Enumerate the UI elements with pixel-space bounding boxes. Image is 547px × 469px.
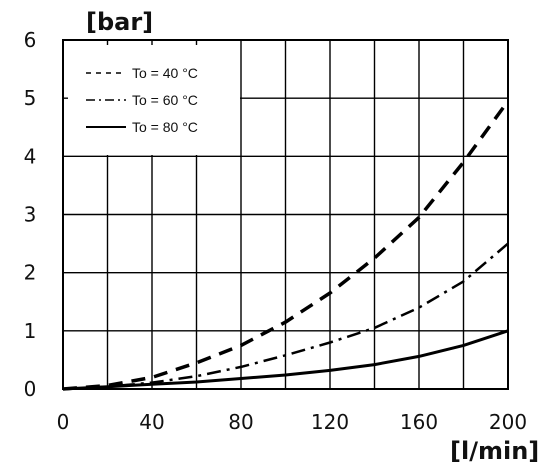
y-tick-label: 6	[24, 28, 37, 52]
y-axis-unit-label: [bar]	[86, 8, 153, 36]
plot-border	[62, 39, 509, 390]
series-line-1	[62, 100, 510, 391]
x-tick-label: 80	[228, 410, 253, 434]
series-line-2	[62, 242, 509, 391]
legend-box	[68, 45, 240, 155]
y-tick-label: 3	[24, 203, 37, 227]
legend-label-1: To = 40 °C	[132, 65, 198, 81]
y-tick-label: 2	[24, 261, 37, 285]
x-tick-label: 200	[489, 410, 527, 434]
legend-label-3: To = 80 °C	[132, 119, 198, 135]
y-tick-labels: 0 1 2 3 4 5 6	[24, 28, 37, 401]
y-tick-label: 0	[24, 377, 37, 401]
x-tick-labels: 0 40 80 120 160 200	[57, 410, 527, 434]
legend-label-2: To = 60 °C	[132, 92, 198, 108]
y-tick-label: 4	[24, 144, 37, 168]
x-axis-unit-label: [l/min]	[450, 437, 539, 465]
y-tick-label: 1	[24, 319, 37, 343]
series-line-3	[62, 329, 509, 391]
x-tick-label: 160	[400, 410, 438, 434]
grid	[63, 40, 508, 389]
x-tick-label: 0	[57, 410, 70, 434]
x-tick-label: 120	[311, 410, 349, 434]
x-tick-label: 40	[139, 410, 164, 434]
legend: To = 40 °C To = 60 °C To = 80 °C	[68, 45, 240, 155]
series-lines	[62, 100, 510, 391]
plot-frame	[62, 39, 509, 390]
y-tick-label: 5	[24, 86, 37, 110]
